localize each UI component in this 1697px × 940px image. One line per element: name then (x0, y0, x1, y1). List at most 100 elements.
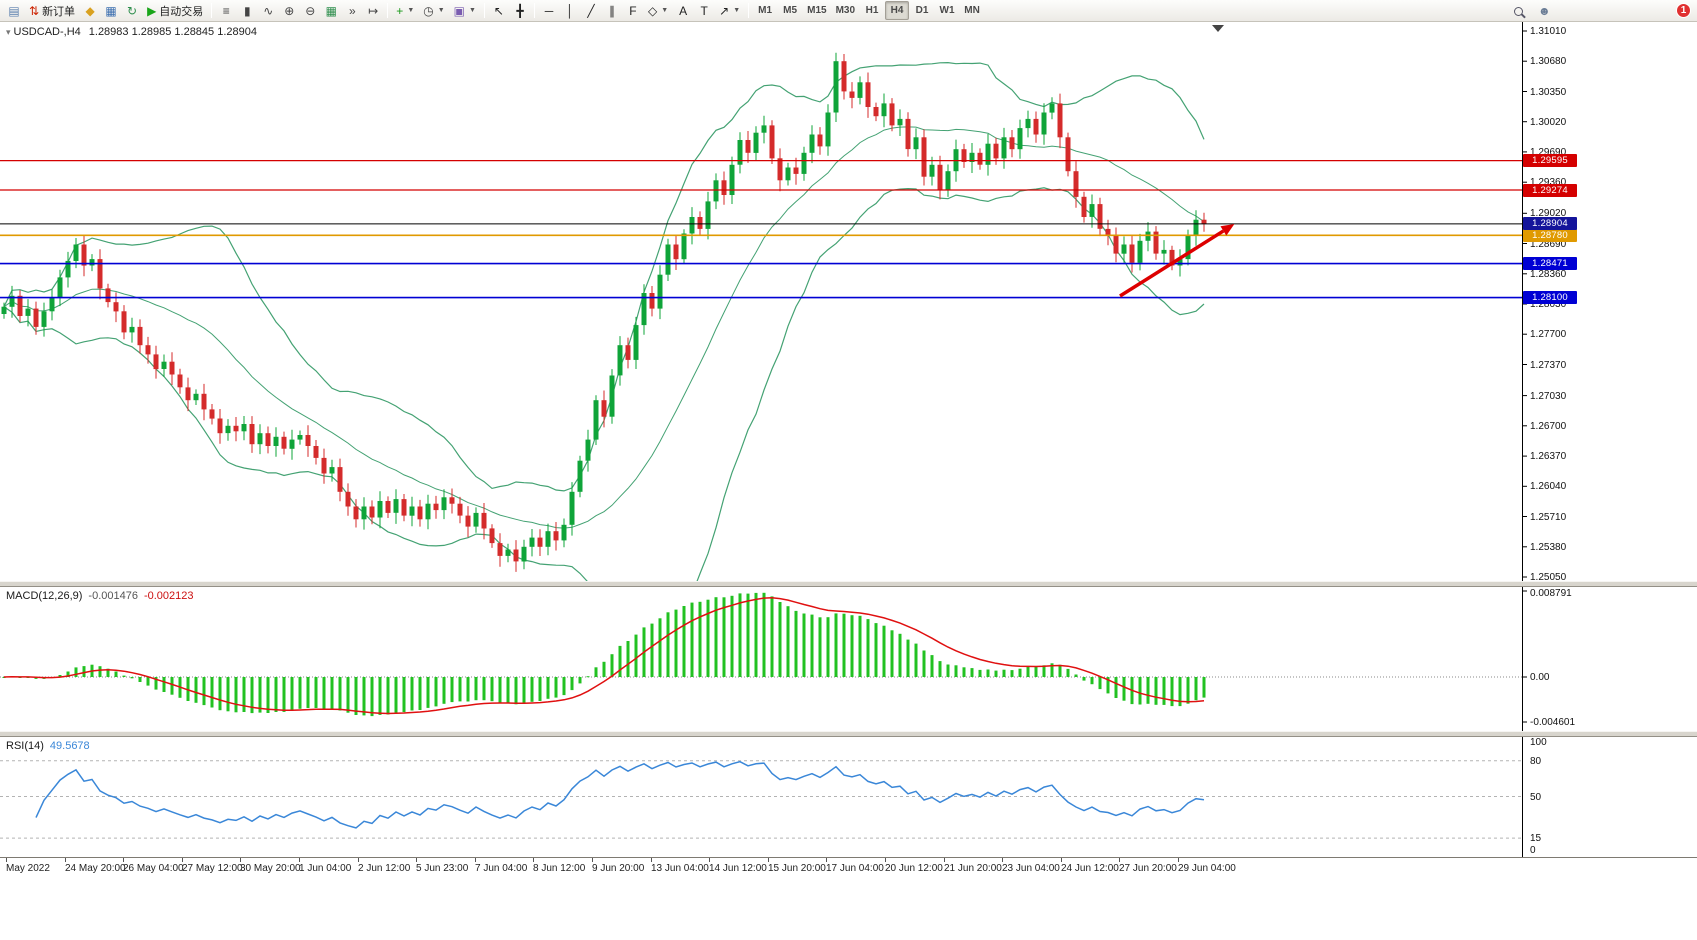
rsi-name: RSI(14) (6, 740, 44, 752)
crosshair-button[interactable]: ╋ (510, 1, 530, 20)
horizontal-line-icon: ─ (544, 3, 554, 18)
text-label-button[interactable]: T (694, 1, 714, 20)
time-axis-tick (240, 858, 241, 862)
timeframe-button-d1[interactable]: D1 (915, 5, 929, 16)
timeframe-button-h4[interactable]: H4 (885, 1, 910, 20)
arrows-button[interactable]: ↗ ▼ (715, 1, 744, 20)
panel-divider[interactable] (0, 581, 1697, 587)
chart-line-button[interactable]: ∿ (258, 1, 278, 20)
timeframe-button-m30[interactable]: M30 (835, 5, 856, 16)
time-axis-tick (123, 858, 124, 862)
price-axis-label: 1.30680 (1530, 56, 1567, 68)
toolbar-right: ☻ (1508, 0, 1555, 22)
new-order-button[interactable]: ⇅ 新订单 (25, 1, 79, 20)
refresh-button[interactable]: ↻ (122, 1, 142, 20)
rsi-value: 49.5678 (49, 740, 90, 752)
periods-button[interactable]: ◷ ▼ (419, 1, 448, 20)
timeframe-button-m1[interactable]: M1 (758, 5, 773, 16)
price-axis-label: 1.26370 (1530, 451, 1567, 463)
panel-divider[interactable] (0, 731, 1697, 737)
vertical-line-icon: │ (566, 3, 574, 18)
time-axis-tick (885, 858, 886, 862)
timeframe-button-h1[interactable]: H1 (865, 5, 879, 16)
macd-value-signal: -0.002123 (143, 590, 194, 602)
rsi-panel[interactable]: RSI(14) 49.5678 100 80 50 15 0 (0, 737, 1697, 857)
time-axis-label: 27 May 12:00 (182, 863, 243, 874)
time-axis[interactable]: May 2022 24 May 20:00 26 May 04:00 27 May 1… (0, 857, 1697, 877)
symbol-label: ▾ USDCAD-,H4 1.28983 1.28985 1.28845 1.289… (6, 26, 257, 38)
trendline-button[interactable]: ╱ (581, 1, 601, 20)
timeframe-button-m5[interactable]: M5 (783, 5, 798, 16)
price-axis-label: 1.28690 (1530, 238, 1567, 250)
price-level-badge[interactable]: 1.28471 (1523, 257, 1577, 271)
vertical-line-button[interactable]: │ (560, 1, 580, 20)
chevron-down-icon: ▼ (661, 7, 669, 14)
refresh-icon: ↻ (127, 3, 138, 18)
auto-scroll-button[interactable]: » (342, 1, 362, 20)
macd-panel[interactable]: MACD(12,26,9) -0.001476 -0.002123 0.008791… (0, 587, 1697, 731)
chart-line-icon: ∿ (263, 3, 274, 18)
fibonacci-icon: F (629, 3, 637, 18)
rsi-chart[interactable] (0, 737, 1697, 857)
price-chart-panel[interactable]: ▾ USDCAD-,H4 1.28983 1.28985 1.28845 1.289… (0, 22, 1697, 644)
horizontal-line-button[interactable]: ─ (539, 1, 559, 20)
chart-candles-button[interactable]: ▮ (237, 1, 257, 20)
timeframe-button-mn[interactable]: MN (964, 5, 980, 16)
time-axis-label: 13 Jun 04:00 (651, 863, 709, 874)
price-axis-label: 1.30020 (1530, 116, 1567, 128)
chart-bars-button[interactable]: ≡ (216, 1, 236, 20)
templates-button[interactable]: ▣ ▼ (450, 1, 480, 20)
profile-icon: ☻ (1538, 4, 1551, 18)
chart-menu-icon[interactable]: ▾ (6, 27, 11, 37)
profile-button[interactable]: ☻ (1534, 2, 1555, 21)
price-level-badge[interactable]: 1.28904 (1523, 217, 1577, 231)
text-button[interactable]: A (673, 1, 693, 20)
channel-button[interactable]: ∥ (602, 1, 622, 20)
zoom-out-button[interactable]: ⊖ (300, 1, 320, 20)
main-toolbar: ▤ ⇅ 新订单 ◆ ▦ ↻ ▶ 自动交易 ≡ ▮ ∿ ⊕ ⊖ ▦» ↦ + ▼ ◷ ▼ ▣ ▼ ↖ ╋ ─ │ ╱ ∥ F ◇ ▼ A T ↗ ▼… (0, 0, 1697, 22)
price-level-badge[interactable]: 1.29274 (1523, 183, 1577, 197)
notification-badge[interactable]: 1 (1676, 3, 1691, 18)
price-axis-label: 1.30350 (1530, 86, 1567, 98)
tile-windows-button[interactable]: ▦ (321, 1, 341, 20)
chevron-down-icon: ▼ (407, 7, 415, 14)
cursor-button[interactable]: ↖ (489, 1, 509, 20)
price-axis-label: 1.28030 (1530, 299, 1567, 310)
time-axis-label: 24 Jun 12:00 (1061, 863, 1119, 874)
time-axis-label: 7 Jun 04:00 (475, 863, 528, 874)
timeframe-button-m15[interactable]: M15 (807, 5, 827, 16)
macd-chart[interactable] (0, 587, 1697, 731)
templates-icon: ▣ (453, 3, 466, 18)
crosshair-icon: ╋ (516, 3, 524, 18)
metaeditor-button[interactable]: ◆ (80, 1, 100, 20)
price-level-badge[interactable]: 1.28780 (1523, 228, 1577, 242)
price-axis-label: 1.25710 (1530, 511, 1567, 523)
price-axis-label: 1.27030 (1530, 390, 1567, 402)
timeframe-button-w1[interactable]: W1 (939, 5, 955, 16)
time-axis-label: 20 Jun 12:00 (885, 863, 943, 874)
price-axis-label: 1.26040 (1530, 481, 1567, 493)
price-axis-label: 1.28360 (1530, 268, 1567, 280)
toolbar-separator (533, 3, 535, 18)
zoom-in-button[interactable]: ⊕ (279, 1, 299, 20)
shapes-button[interactable]: ◇ ▼ (644, 1, 672, 20)
indicators-icon: + (396, 3, 404, 18)
channel-icon: ∥ (608, 3, 615, 18)
zoom-out-icon: ⊖ (305, 3, 316, 18)
price-level-badge[interactable]: 1.28100 (1523, 291, 1577, 305)
new-order-button-label: 新订单 (42, 5, 76, 18)
candlestick-chart[interactable] (0, 22, 1697, 644)
price-level-badge[interactable]: 1.29595 (1523, 154, 1577, 168)
symbol-name: USDCAD-,H4 (13, 26, 81, 38)
fibonacci-button[interactable]: F (623, 1, 643, 20)
new-chart-button[interactable]: ▤ (4, 1, 24, 20)
market-watch-button[interactable]: ▦ (101, 1, 121, 20)
auto-trading-button[interactable]: ▶ 自动交易 (143, 1, 207, 20)
time-axis-tick (651, 858, 652, 862)
indicators-button[interactable]: + ▼ (392, 1, 418, 20)
time-axis-tick (768, 858, 769, 862)
chart-shift-button[interactable]: ↦ (363, 1, 383, 20)
search-button[interactable] (1508, 2, 1528, 21)
price-axis-label: 1.29020 (1530, 208, 1567, 220)
symbol-ohlc: 1.28983 1.28985 1.28845 1.28904 (88, 26, 257, 38)
